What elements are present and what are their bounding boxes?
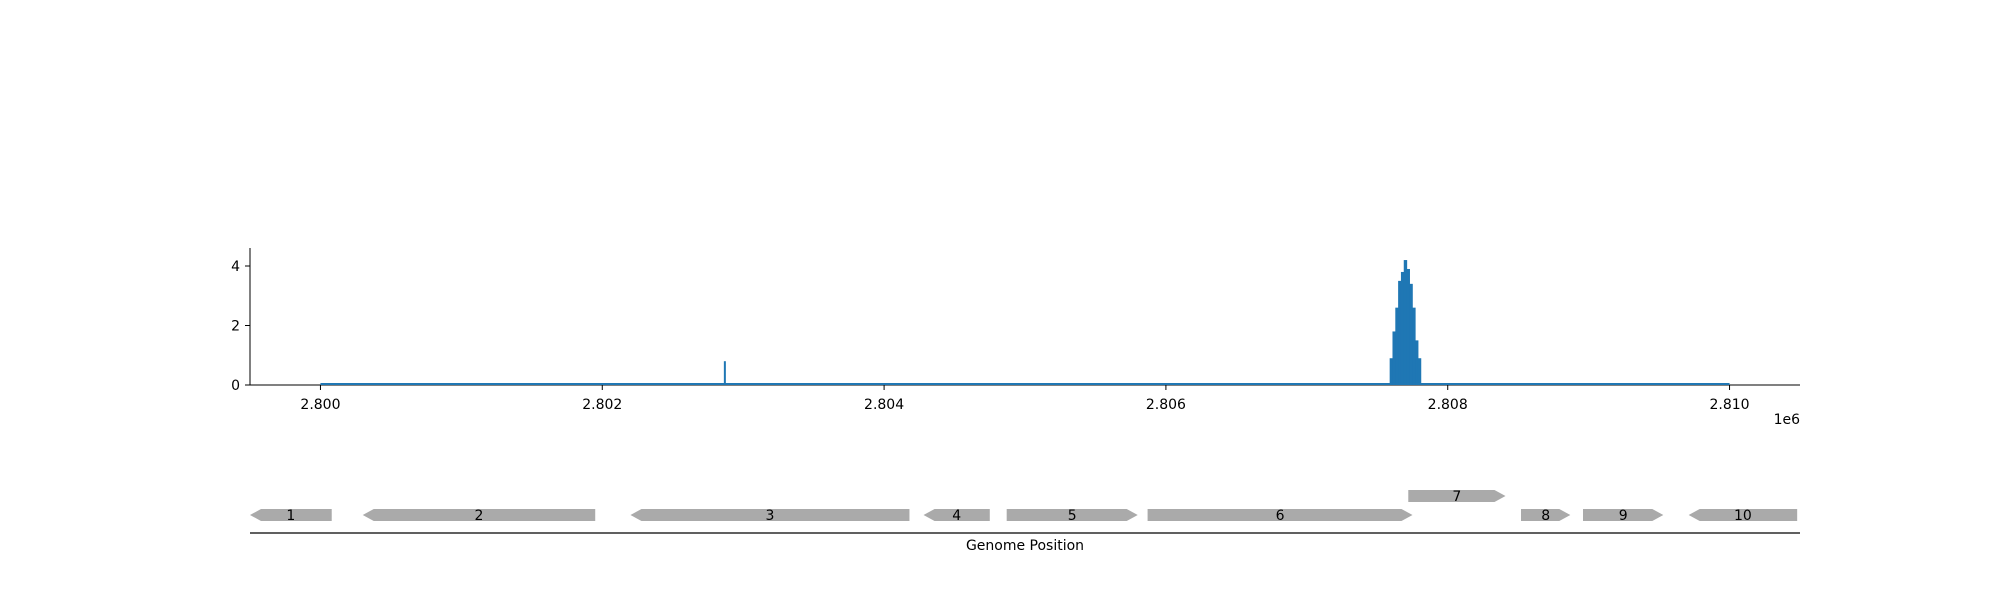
gene-label: 1 [286,508,295,524]
y-tick-label: 0 [231,378,240,394]
gene-arrow [1688,509,1798,521]
gene-arrow [630,509,910,521]
y-tick-label: 4 [231,259,240,275]
gene-arrow [1006,509,1138,521]
gene-label: 6 [1276,508,1285,524]
coverage-bars [723,260,1422,385]
x-tick-label: 2.802 [582,397,622,413]
x-tick-label: 2.810 [1709,397,1749,413]
x-tick-label: 2.806 [1146,397,1186,413]
coverage-bar [1415,340,1419,385]
gene-arrow [250,509,332,521]
gene-label: 8 [1541,508,1550,524]
gene-arrows: 1 2 3 4 5 6 7 8 9 10 [250,489,1798,524]
coverage-bar [1412,307,1416,385]
gene-label: 3 [765,508,774,524]
gene-label: 7 [1452,489,1461,505]
coverage-bar [1398,280,1402,385]
gene-arrow [923,509,990,521]
coverage-bar [1403,260,1408,385]
coverage-bar [1395,307,1399,385]
gene-label: 4 [952,508,961,524]
coverage-y-ticks: 0 2 4 [231,259,250,394]
x-tick-label: 2.804 [864,397,904,413]
x-offset-label: 1e6 [1774,412,1801,428]
coverage-bar [1417,358,1422,385]
coverage-x-ticks: 2.800 2.802 2.804 2.806 2.808 2.810 [300,385,1750,413]
gene-label: 9 [1619,508,1628,524]
coverage-bar [1392,331,1396,385]
x-tick-label: 2.808 [1428,397,1468,413]
coverage-bar [1400,271,1405,385]
coverage-bar [1406,268,1410,385]
gene-arrow [1583,509,1664,521]
gene-arrow [362,509,596,521]
x-axis-label: Genome Position [966,538,1084,554]
coverage-panel: 0 2 4 2.800 2.802 2.804 2.806 2.808 2.810 1e6 [231,248,1800,428]
gene-arrow [1147,509,1413,521]
gene-label: 2 [475,508,484,524]
gene-arrow [1408,490,1506,502]
coverage-bar [1389,358,1394,385]
y-tick-label: 2 [231,319,240,335]
gene-arrow [1521,509,1571,521]
x-tick-label: 2.800 [300,397,340,413]
gene-track-panel: 1 2 3 4 5 6 7 8 9 10 Genome Position [250,489,1800,554]
gene-label: 5 [1068,508,1077,524]
coverage-bar [1409,283,1413,385]
coverage-bar [723,361,726,385]
gene-label: 10 [1734,508,1752,524]
